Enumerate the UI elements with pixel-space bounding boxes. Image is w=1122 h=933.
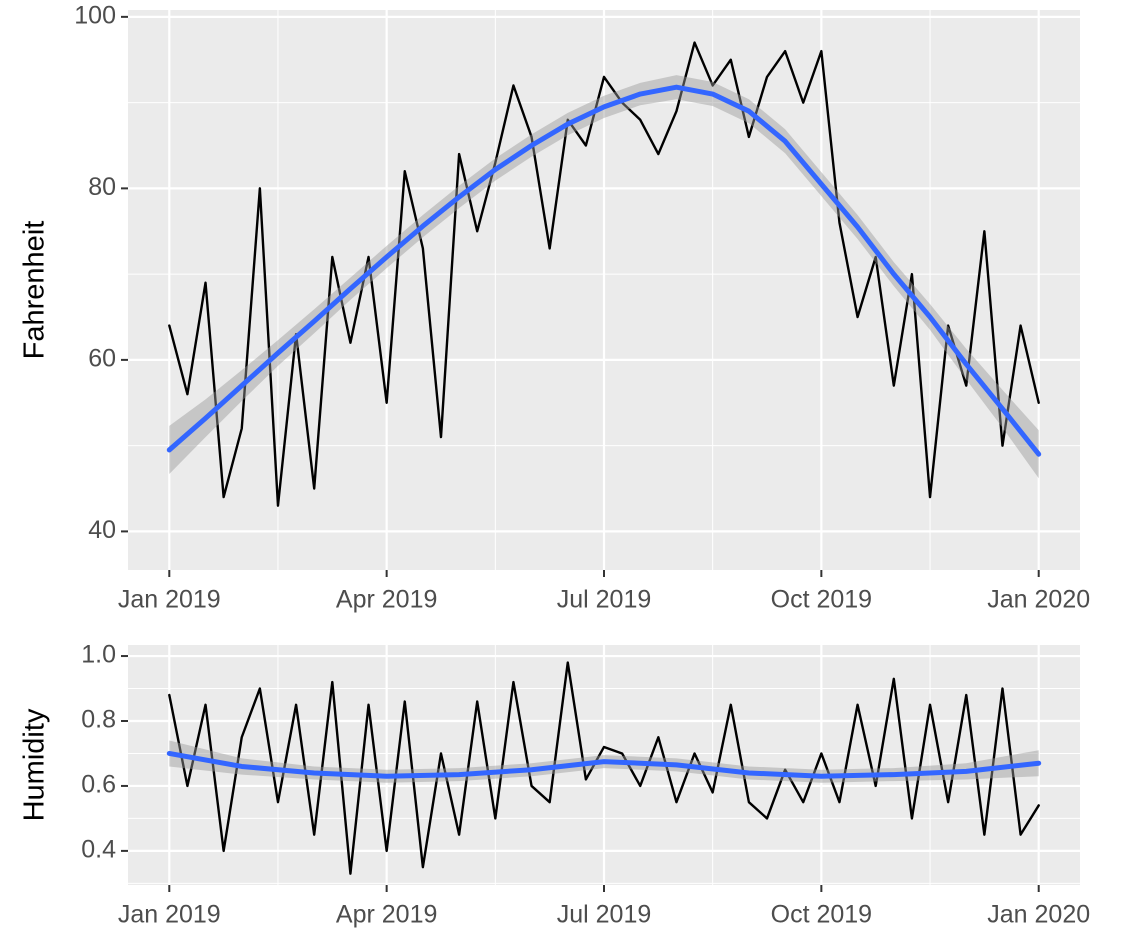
y-tick-label: 1.0 xyxy=(81,641,116,669)
y-tick-label: 100 xyxy=(74,1,116,29)
y-tick-label: 40 xyxy=(88,516,116,544)
data-line xyxy=(168,661,1040,875)
y-axis-title: Fahrenheit xyxy=(19,221,51,360)
x-tick-label: Jan 2019 xyxy=(118,901,221,929)
x-tick-label: Oct 2019 xyxy=(771,586,872,614)
y-tick-label: 0.6 xyxy=(81,771,116,799)
y-tick-label: 0.4 xyxy=(81,836,116,864)
confidence-band xyxy=(169,75,1039,479)
data-line xyxy=(168,41,1040,507)
y-tick-label: 0.8 xyxy=(81,706,116,734)
smooth-line xyxy=(166,750,1042,779)
x-tick-label: Apr 2019 xyxy=(336,901,437,929)
y-tick-label: 80 xyxy=(88,173,116,201)
x-tick-label: Jan 2019 xyxy=(118,586,221,614)
x-tick-label: Apr 2019 xyxy=(336,586,437,614)
y-tick-label: 60 xyxy=(88,345,116,373)
x-tick-label: Oct 2019 xyxy=(771,901,872,929)
smooth-line xyxy=(166,84,1042,457)
x-tick-label: Jan 2020 xyxy=(987,586,1090,614)
x-tick-label: Jan 2020 xyxy=(987,901,1090,929)
x-tick-label: Jul 2019 xyxy=(557,586,652,614)
x-tick-label: Jul 2019 xyxy=(557,901,652,929)
y-axis-title: Humidity xyxy=(19,708,51,821)
